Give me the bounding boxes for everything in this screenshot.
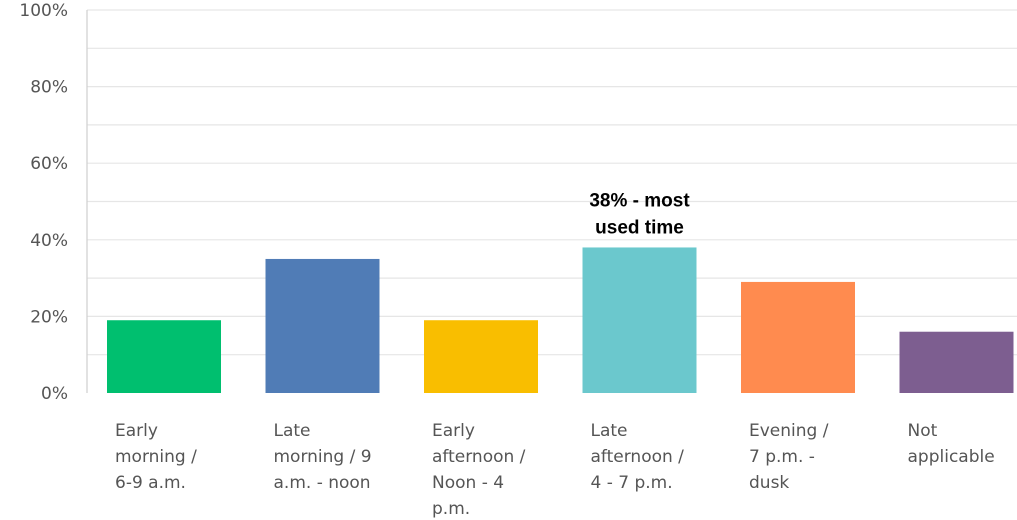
category-label-line: 4 - 7 p.m.	[591, 473, 673, 493]
y-axis-ticks: 0% 20% 40% 60% 80% 100%	[19, 1, 68, 404]
category-label-line: Early	[115, 421, 158, 441]
category-label-line: afternoon /	[432, 447, 526, 467]
category-label-line: Late	[274, 421, 311, 441]
category-label-line: p.m.	[432, 499, 470, 519]
annotation-line: 38% - most	[589, 190, 690, 211]
category-label-line: 7 p.m. -	[749, 447, 815, 467]
category-label-line: Evening /	[749, 421, 829, 441]
category-label-line: morning / 9	[274, 447, 372, 467]
y-tick-label: 80%	[30, 78, 68, 98]
bar	[899, 331, 1014, 393]
bar	[107, 320, 221, 393]
category-label: Late afternoon / 4 - 7 p.m.	[591, 421, 685, 493]
bar	[424, 320, 538, 393]
category-label: Not applicable	[908, 421, 995, 467]
category-label: Evening / 7 p.m. - dusk	[749, 421, 829, 493]
category-label-line: Noon - 4	[432, 473, 504, 493]
category-label: Late morning / 9 a.m. - noon	[274, 421, 372, 493]
category-label-line: Not	[908, 421, 938, 441]
bars	[107, 247, 1014, 393]
category-label-line: Late	[591, 421, 628, 441]
category-label-line: Early	[432, 421, 475, 441]
category-label-line: morning /	[115, 447, 197, 467]
bar	[741, 281, 855, 393]
category-label-line: a.m. - noon	[274, 473, 371, 493]
category-label-line: afternoon /	[591, 447, 685, 467]
y-tick-label: 20%	[30, 307, 68, 327]
bar	[582, 247, 697, 393]
gridlines	[87, 9, 1017, 356]
y-tick-label: 60%	[30, 154, 68, 174]
category-label: Early morning / 6-9 a.m.	[115, 421, 197, 493]
annotation: 38% - most used time	[589, 190, 690, 238]
y-tick-label: 40%	[30, 231, 68, 251]
category-label-line: dusk	[749, 473, 789, 493]
y-tick-label: 100%	[19, 1, 68, 21]
category-label-line: applicable	[908, 447, 995, 467]
bar	[265, 258, 380, 393]
annotation-text: 38% - most used time	[589, 190, 690, 238]
category-label: Early afternoon / Noon - 4 p.m.	[432, 421, 526, 519]
annotation-line: used time	[595, 217, 684, 238]
category-labels: Early morning / 6-9 a.m. Late morning / 9 a.m…	[115, 421, 995, 519]
category-label-line: 6-9 a.m.	[115, 473, 186, 493]
y-tick-label: 0%	[41, 384, 68, 404]
